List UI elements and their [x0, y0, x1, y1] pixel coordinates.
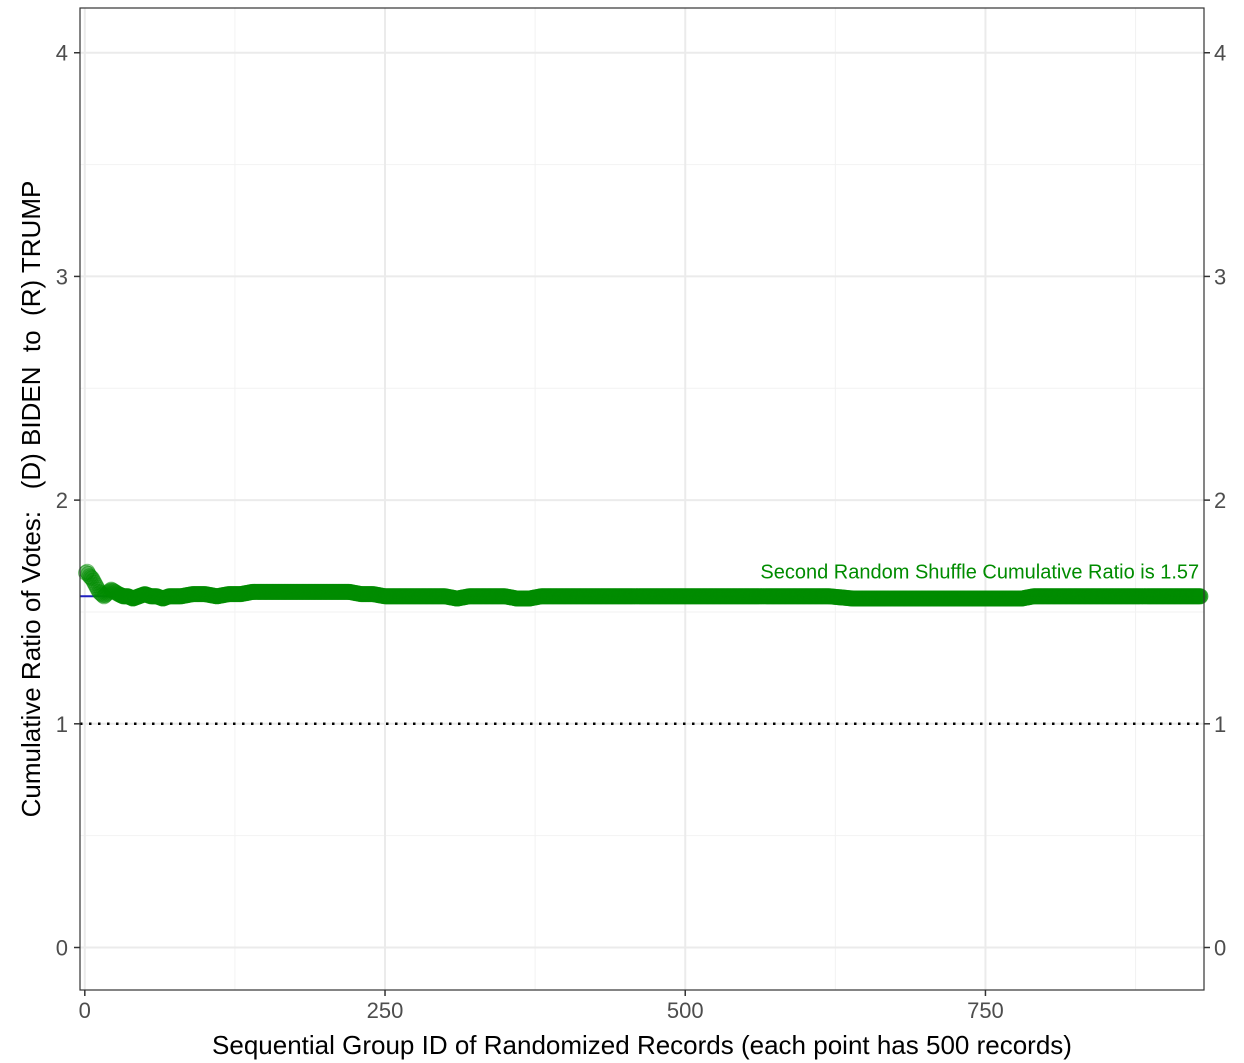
y-tick-label-left: 4: [56, 41, 68, 66]
data-point: [88, 579, 105, 596]
data-point: [80, 565, 97, 582]
x-tick-label: 750: [967, 998, 1004, 1023]
y-tick-label-left: 3: [56, 264, 68, 289]
data-point: [94, 587, 111, 604]
data-point: [85, 572, 102, 589]
y-axis-title: Cumulative Ratio of Votes: (D) BIDEN to …: [16, 181, 46, 818]
y-tick-label-left: 2: [56, 488, 68, 513]
y-tick-label-right: 1: [1214, 712, 1226, 737]
annotation-label: Second Random Shuffle Cumulative Ratio i…: [760, 561, 1199, 583]
y-tick-label-left: 1: [56, 712, 68, 737]
data-point: [87, 577, 104, 594]
data-point: [86, 574, 103, 591]
y-tick-label-right: 3: [1214, 264, 1226, 289]
data-point: [91, 583, 108, 600]
y-tick-label-left: 0: [56, 935, 68, 960]
data-point: [81, 568, 98, 585]
data-point: [84, 570, 101, 587]
data-point: [82, 569, 99, 586]
y-tick-label-right: 4: [1214, 41, 1226, 66]
data-point: [1192, 588, 1209, 605]
axes: 0 250 500 750 0 0 1 1 2 2 3 3 4 4: [56, 41, 1227, 1023]
x-axis-title: Sequential Group ID of Randomized Record…: [212, 1030, 1072, 1060]
data-point: [78, 564, 95, 581]
data-point: [97, 587, 114, 604]
x-tick-label: 0: [79, 998, 91, 1023]
y-tick-label-right: 2: [1214, 488, 1226, 513]
y-tick-label-right: 0: [1214, 935, 1226, 960]
data-point: [96, 588, 113, 605]
data-points: [78, 563, 1209, 607]
minor-gridlines: [80, 8, 1204, 990]
data-point: [93, 586, 110, 603]
x-tick-label: 500: [667, 998, 704, 1023]
data-point: [90, 581, 107, 598]
data-point: [92, 584, 109, 601]
panel-border: [79, 7, 1205, 991]
x-tick-label: 250: [367, 998, 404, 1023]
